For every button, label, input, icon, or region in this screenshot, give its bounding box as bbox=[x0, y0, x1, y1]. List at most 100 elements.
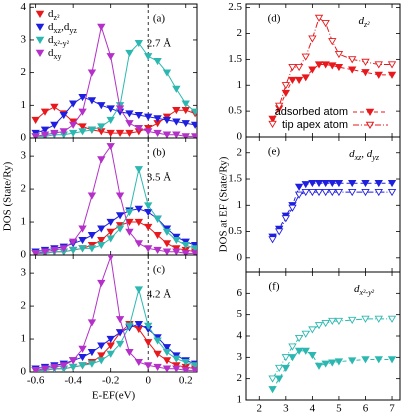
marker bbox=[87, 69, 97, 77]
x-tick-label: 4 bbox=[310, 403, 316, 415]
marker bbox=[172, 355, 181, 363]
marker bbox=[144, 362, 153, 370]
marker bbox=[144, 202, 153, 210]
annotation: dxz, dyz bbox=[349, 148, 380, 163]
series-line bbox=[272, 191, 393, 240]
marker bbox=[334, 51, 344, 59]
legend-marker bbox=[35, 49, 45, 58]
marker bbox=[115, 316, 125, 324]
annotation: dz² bbox=[358, 15, 370, 30]
marker bbox=[308, 66, 317, 74]
marker bbox=[281, 82, 291, 90]
marker bbox=[308, 188, 317, 197]
marker bbox=[314, 14, 324, 22]
marker bbox=[59, 245, 68, 253]
marker bbox=[115, 192, 125, 200]
y-tick-label: 1.5 bbox=[228, 173, 242, 185]
marker bbox=[31, 116, 40, 124]
y-tick-label: 0 bbox=[21, 366, 27, 378]
marker bbox=[144, 223, 153, 231]
y-tick-label: 3 bbox=[21, 150, 27, 162]
y-tick-label: 6 bbox=[237, 287, 243, 299]
marker bbox=[125, 349, 134, 357]
marker bbox=[172, 85, 181, 93]
legend-marker bbox=[35, 10, 45, 19]
marker bbox=[162, 69, 172, 77]
marker bbox=[308, 180, 317, 188]
marker bbox=[314, 180, 324, 188]
y-axis-label: DOS (State/Ry) bbox=[2, 161, 14, 231]
marker bbox=[134, 218, 144, 226]
marker bbox=[106, 105, 115, 113]
marker bbox=[275, 364, 284, 372]
marker bbox=[40, 108, 50, 116]
marker bbox=[59, 111, 68, 120]
marker bbox=[87, 192, 97, 200]
series-group bbox=[268, 315, 397, 394]
marker bbox=[78, 123, 87, 131]
marker bbox=[78, 128, 87, 136]
marker bbox=[321, 19, 330, 28]
marker bbox=[106, 350, 115, 358]
marker bbox=[107, 255, 114, 261]
y-tick-label: 0 bbox=[237, 131, 243, 143]
x-tick-label: 3 bbox=[283, 403, 289, 415]
panel-label: (f) bbox=[269, 281, 280, 293]
marker bbox=[387, 61, 397, 69]
marker bbox=[308, 352, 317, 360]
marker bbox=[97, 156, 106, 164]
marker bbox=[31, 250, 40, 255]
marker bbox=[68, 121, 78, 129]
marker bbox=[181, 367, 190, 372]
marker bbox=[50, 103, 59, 111]
series-line bbox=[35, 323, 196, 370]
annotation: 3.5 Å bbox=[147, 172, 172, 184]
marker bbox=[275, 102, 284, 110]
legend-marker bbox=[365, 108, 375, 117]
marker bbox=[374, 71, 383, 79]
y-tick-label: 2 bbox=[21, 66, 27, 78]
marker bbox=[40, 248, 50, 255]
marker bbox=[361, 356, 370, 364]
marker bbox=[59, 362, 68, 370]
marker bbox=[314, 362, 324, 370]
series-line bbox=[272, 350, 393, 390]
marker bbox=[125, 218, 134, 226]
marker bbox=[268, 236, 277, 244]
x-tick-label: -0.6 bbox=[27, 375, 45, 387]
marker bbox=[334, 358, 344, 366]
marker bbox=[106, 335, 115, 343]
marker bbox=[314, 322, 324, 330]
marker bbox=[361, 58, 370, 66]
marker bbox=[68, 129, 78, 138]
marker bbox=[268, 386, 277, 394]
marker bbox=[97, 342, 106, 350]
marker bbox=[87, 319, 97, 327]
marker bbox=[328, 188, 337, 197]
marker bbox=[144, 245, 153, 253]
marker bbox=[162, 344, 172, 352]
y-tick-label: 1 bbox=[21, 99, 27, 111]
y-tick-label: 2 bbox=[237, 27, 243, 39]
marker bbox=[334, 63, 344, 72]
y-tick-label: 1 bbox=[237, 394, 243, 406]
marker bbox=[144, 339, 153, 347]
marker bbox=[68, 246, 78, 255]
marker bbox=[301, 74, 310, 82]
marker bbox=[115, 105, 125, 113]
marker bbox=[361, 188, 370, 197]
series-line bbox=[35, 323, 196, 371]
marker bbox=[162, 357, 172, 365]
marker bbox=[115, 329, 125, 337]
y-tick-label: 2 bbox=[21, 300, 27, 312]
marker bbox=[162, 365, 172, 372]
marker bbox=[40, 365, 50, 372]
legend-marker bbox=[35, 36, 45, 45]
marker bbox=[162, 116, 172, 124]
marker bbox=[387, 188, 397, 197]
panel-label: (e) bbox=[268, 146, 281, 158]
y-tick-label: 3 bbox=[21, 267, 27, 279]
marker bbox=[361, 180, 370, 188]
